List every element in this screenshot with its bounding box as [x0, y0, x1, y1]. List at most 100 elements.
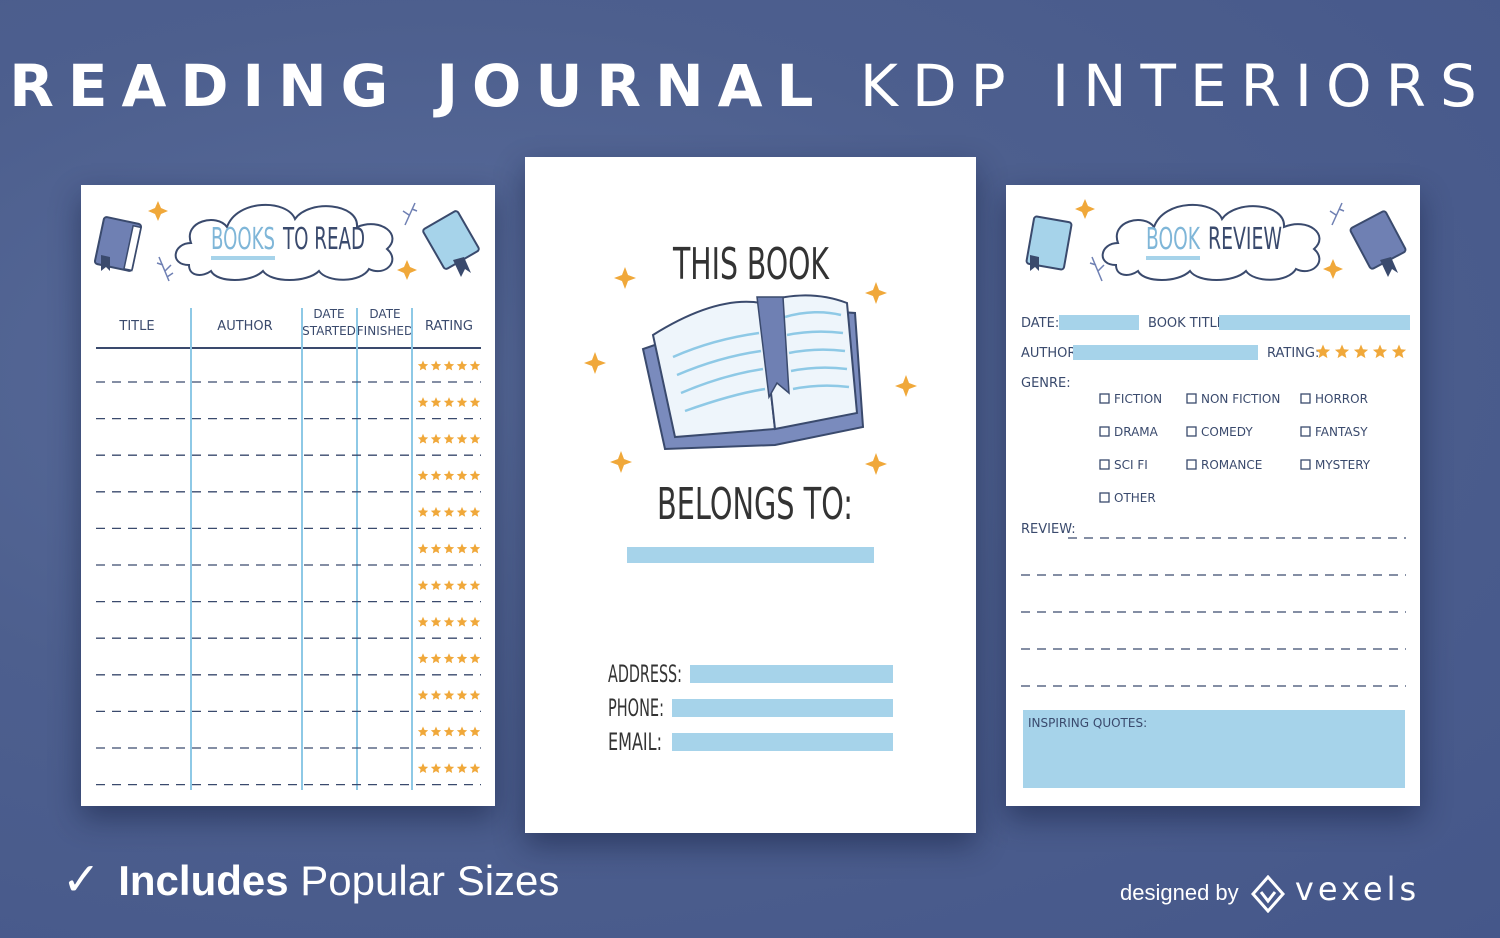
rating-star-icon — [469, 360, 481, 371]
rating-star-icon — [469, 763, 481, 773]
rating-stars[interactable] — [1315, 344, 1407, 359]
rating-star-icon — [456, 433, 468, 444]
genre-checkbox[interactable] — [1186, 393, 1197, 404]
leaf-icon — [402, 202, 418, 226]
genre-checkbox[interactable] — [1300, 426, 1311, 437]
rating-star-icon — [469, 726, 481, 737]
leaf-icon — [1089, 256, 1105, 282]
rating-star-icon — [469, 689, 481, 700]
books-to-read-sheet: BOOKS TO READ TITLE AUTHOR DATE STARTED D… — [93, 201, 481, 790]
book-title-label: BOOK TITLE: — [1148, 316, 1229, 331]
belongs-line1: THIS BOOK — [672, 239, 829, 290]
rating-star-icon — [443, 616, 455, 627]
genre-checkbox[interactable] — [1186, 426, 1197, 437]
rating-star-icon — [456, 726, 468, 737]
rating-star-icon — [417, 689, 429, 700]
rating-star-icon — [469, 470, 481, 481]
phone-field[interactable] — [672, 699, 893, 717]
rating-star-icon — [430, 360, 442, 371]
headline-bold: READING JOURNAL — [9, 52, 828, 120]
author-label: AUTHOR: — [1021, 346, 1080, 361]
genre-checkbox[interactable] — [1099, 393, 1110, 404]
belongs-line2: BELONGS TO: — [657, 479, 853, 530]
leaf-icon — [156, 256, 174, 282]
belongs-to-page: THIS BOOK BELONGS TO: ADDRESS: PHONE: EM… — [525, 157, 976, 833]
headline: READING JOURNAL KDP INTERIORS — [0, 52, 1500, 120]
title-cloud — [174, 203, 394, 281]
rating-star-icon — [1391, 344, 1407, 359]
rating-star-icon — [443, 580, 455, 590]
belongs-to-sheet: THIS BOOK BELONGS TO: ADDRESS: PHONE: EM… — [584, 239, 917, 756]
rating-star-icon — [430, 726, 442, 737]
genre-checkbox[interactable] — [1300, 459, 1311, 470]
includes-text: Includes — [118, 857, 289, 904]
genre-label: DRAMA — [1114, 425, 1159, 439]
rating-star-icon — [1353, 344, 1369, 359]
date-label: DATE: — [1021, 316, 1059, 331]
genre-label: MYSTERY — [1315, 458, 1371, 472]
books-to-read-page: BOOKS TO READ TITLE AUTHOR DATE STARTED D… — [81, 185, 495, 806]
rating-star-icon — [456, 543, 468, 554]
rating-star-icon — [430, 616, 442, 627]
vexels-credit[interactable]: designed by vexels — [1120, 870, 1420, 914]
rating-star-icon — [430, 543, 442, 554]
genre-checkbox[interactable] — [1186, 459, 1197, 470]
rating-star-icon — [430, 433, 442, 444]
genre-checkbox[interactable] — [1099, 492, 1110, 503]
rating-star-icon — [443, 689, 455, 700]
book-icon — [93, 216, 143, 272]
book-icon — [1025, 215, 1073, 271]
col-author: AUTHOR — [217, 319, 272, 334]
rating-star-icon — [430, 397, 442, 407]
book-title-field[interactable] — [1219, 315, 1410, 330]
inspiring-quotes-box[interactable] — [1023, 710, 1405, 788]
phone-label: PHONE: — [608, 694, 664, 722]
rating-star-icon — [456, 616, 468, 627]
rating-star-icon — [417, 360, 429, 371]
rating-star-icon — [417, 763, 429, 773]
rating-star-icon — [417, 653, 429, 664]
title-dark: REVIEW — [1208, 222, 1282, 257]
genre-checkbox[interactable] — [1099, 459, 1110, 470]
rating-star-icon — [417, 470, 429, 481]
rating-star-icon — [443, 360, 455, 371]
sparkle-icon — [895, 375, 917, 397]
rating-star-icon — [417, 543, 429, 554]
rating-star-icon — [443, 433, 455, 444]
rating-star-icon — [417, 433, 429, 444]
popular-sizes-text: Popular Sizes — [300, 857, 560, 904]
author-field[interactable] — [1073, 345, 1258, 360]
quotes-label: INSPIRING QUOTES: — [1028, 716, 1147, 730]
date-field[interactable] — [1059, 315, 1139, 330]
title-dark: TO READ — [282, 222, 365, 257]
email-field[interactable] — [672, 733, 893, 751]
rating-star-icon — [417, 397, 429, 407]
book-icon — [422, 210, 480, 277]
rating-star-icon — [443, 470, 455, 481]
rating-star-icon — [1334, 344, 1350, 359]
col-rating: RATING — [425, 319, 473, 334]
check-icon: ✓ — [62, 852, 101, 906]
genre-options: FICTION NON FICTION HORROR DRAMA COMEDY FANTA… — [1099, 392, 1371, 505]
genre-label: FANTASY — [1315, 425, 1368, 439]
book-review-page: BOOK REVIEW DATE: BOOK TITLE: AUTHOR: RA… — [1006, 185, 1420, 806]
title-blue: BOOKS — [211, 222, 275, 257]
sparkle-icon — [397, 260, 417, 280]
sparkle-icon — [1075, 199, 1095, 219]
review-lines[interactable] — [1021, 537, 1406, 687]
genre-checkbox[interactable] — [1300, 393, 1311, 404]
book-icon — [1349, 210, 1407, 277]
rating-star-icon — [456, 470, 468, 481]
address-label: ADDRESS: — [608, 660, 682, 688]
genre-checkbox[interactable] — [1099, 426, 1110, 437]
col-date-finished: DATE FINISHED — [357, 307, 413, 338]
rating-star-icon — [443, 726, 455, 737]
email-label: EMAIL: — [608, 728, 662, 756]
rating-star-icon — [456, 506, 468, 517]
rating-star-icon — [469, 433, 481, 444]
genre-label: GENRE: — [1021, 376, 1071, 391]
rating-star-icon — [456, 360, 468, 371]
open-book-icon — [641, 294, 865, 451]
address-field[interactable] — [690, 665, 893, 683]
owner-name-field[interactable] — [627, 547, 874, 563]
